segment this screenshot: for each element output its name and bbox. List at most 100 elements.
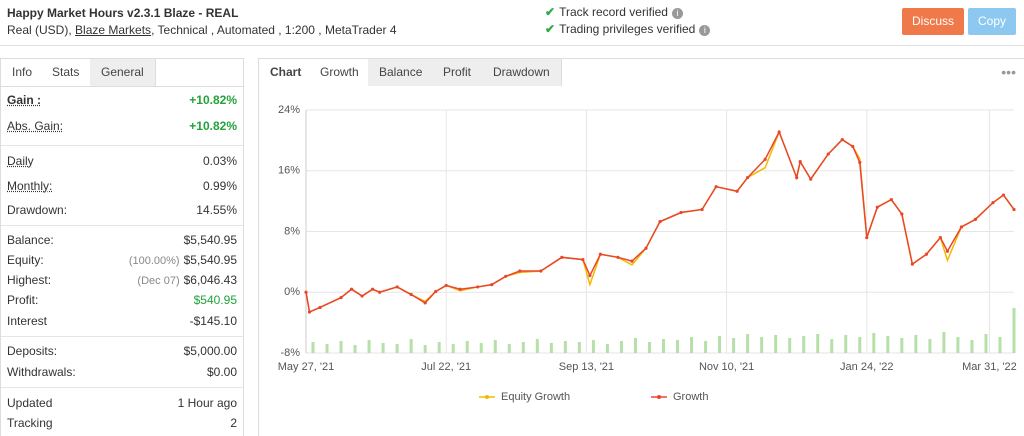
volume-bar — [647, 342, 651, 353]
volume-bar — [984, 334, 988, 353]
point — [809, 177, 813, 181]
volume-bar — [605, 344, 609, 353]
volume-bar — [423, 345, 427, 353]
chart: -8% 0% 8% 16% 24% May 27, '21 Jul 22, '21 Sep 1… — [278, 104, 1017, 403]
stat-value: +10.82% — [189, 119, 237, 133]
stat-value-wrap: -$145.10 — [190, 314, 237, 328]
stat-label: Interest — [7, 314, 48, 328]
point — [539, 269, 543, 273]
point — [777, 130, 781, 134]
point — [924, 252, 928, 256]
stat-value: 14.55% — [196, 203, 237, 217]
tab[interactable]: Stats — [41, 59, 92, 86]
x-tick-label: Mar 31, '22 — [962, 361, 1017, 373]
point — [865, 235, 869, 240]
point — [1001, 193, 1006, 197]
stat-value-wrap: 0.03% — [203, 154, 237, 168]
volume-bar — [521, 342, 525, 353]
x-tick-label: Jul 22, '21 — [421, 361, 471, 373]
stat-value-wrap: $540.95 — [194, 293, 237, 307]
tab[interactable]: Growth — [309, 59, 371, 86]
tab[interactable]: Info — [1, 59, 44, 86]
stat-value-wrap: 0.99% — [203, 179, 237, 193]
volume-bar — [690, 337, 694, 353]
volume-bar — [928, 339, 932, 353]
volume-bar — [353, 345, 357, 353]
stat-value: $6,046.43 — [183, 273, 237, 287]
volume-bar — [549, 343, 553, 353]
point — [900, 212, 904, 216]
point — [735, 189, 739, 193]
y-tick-label: -8% — [280, 347, 300, 359]
volume-bar — [493, 340, 497, 353]
stat-label: Withdrawals: — [7, 365, 76, 379]
point — [875, 205, 879, 209]
stat-value-wrap: $5,540.95 — [184, 233, 237, 247]
volume-bar — [325, 344, 329, 353]
volume-bar — [437, 342, 441, 353]
stat-label: Equity: — [7, 253, 44, 267]
point — [858, 160, 862, 164]
volume-bar — [732, 338, 736, 353]
volume-bar — [311, 342, 315, 353]
tab[interactable]: Drawdown — [482, 59, 562, 86]
stat-row: Daily 0.03% — [7, 154, 237, 174]
volume-bar — [956, 337, 960, 353]
point — [938, 235, 942, 240]
tab[interactable]: Profit — [432, 59, 484, 86]
volume-bar — [998, 337, 1002, 353]
stat-label: Tracking — [7, 416, 53, 430]
stat-row: Abs. Gain: +10.82% — [7, 119, 237, 139]
volume-bar — [886, 336, 890, 353]
point — [423, 301, 427, 305]
tab-rule — [1, 86, 243, 87]
volume-bar — [633, 338, 637, 353]
point — [763, 157, 767, 161]
stat-value-wrap: 1 Hour ago — [178, 396, 237, 410]
x-tick-label: Jan 24, '22 — [840, 361, 893, 373]
tab[interactable]: Balance — [368, 59, 435, 86]
stat-label: Balance: — [7, 233, 54, 247]
discuss-button[interactable]: Discuss — [902, 8, 964, 35]
stat-value: $5,540.95 — [183, 253, 237, 267]
volume-bar — [914, 335, 918, 353]
stat-row: Deposits: $5,000.00 — [7, 344, 237, 364]
y-tick-label: 24% — [278, 104, 300, 116]
stat-label: Gain : — [7, 93, 42, 107]
tab[interactable]: General — [90, 59, 156, 86]
point — [588, 273, 592, 278]
point — [679, 210, 683, 215]
stat-value-wrap: +10.82% — [189, 93, 237, 107]
stat-value: 2 — [230, 416, 237, 430]
point — [746, 175, 750, 180]
subtitle: Real (USD), Blaze Markets, Technical , A… — [7, 23, 397, 37]
point — [889, 198, 893, 202]
check-icon: ✔ — [545, 5, 556, 19]
volume-bar — [479, 343, 483, 353]
volume-bar — [395, 344, 399, 353]
point — [1012, 207, 1016, 212]
stat-label: Profit: — [7, 293, 39, 307]
stat-value-wrap: 2 — [230, 416, 237, 430]
legend-marker — [657, 395, 661, 399]
point — [307, 310, 312, 314]
stat-value: -$145.10 — [189, 314, 237, 328]
legend-label: Equity Growth — [501, 391, 570, 403]
stat-value-wrap: $5,000.00 — [184, 344, 237, 358]
volume-bar — [704, 341, 708, 353]
broker-link[interactable]: Blaze Markets — [75, 23, 152, 37]
volume-bar — [830, 339, 834, 353]
info-icon: i — [671, 8, 683, 19]
volume-bar — [676, 340, 680, 353]
account: Real (USD), — [7, 23, 72, 37]
copy-button[interactable]: Copy — [968, 8, 1016, 35]
stat-value: +10.82% — [189, 93, 237, 107]
point — [851, 144, 855, 149]
stat-row: Interest -$145.10 — [7, 314, 237, 334]
point — [518, 269, 522, 273]
y-tick-label: 16% — [278, 165, 300, 177]
point — [304, 290, 308, 294]
chart-panel: Chart Growth Balance Profit Drawdown ••• -8% 0%… — [258, 58, 1024, 436]
menu[interactable]: ••• — [1001, 64, 1016, 80]
volume-bar — [507, 344, 511, 353]
